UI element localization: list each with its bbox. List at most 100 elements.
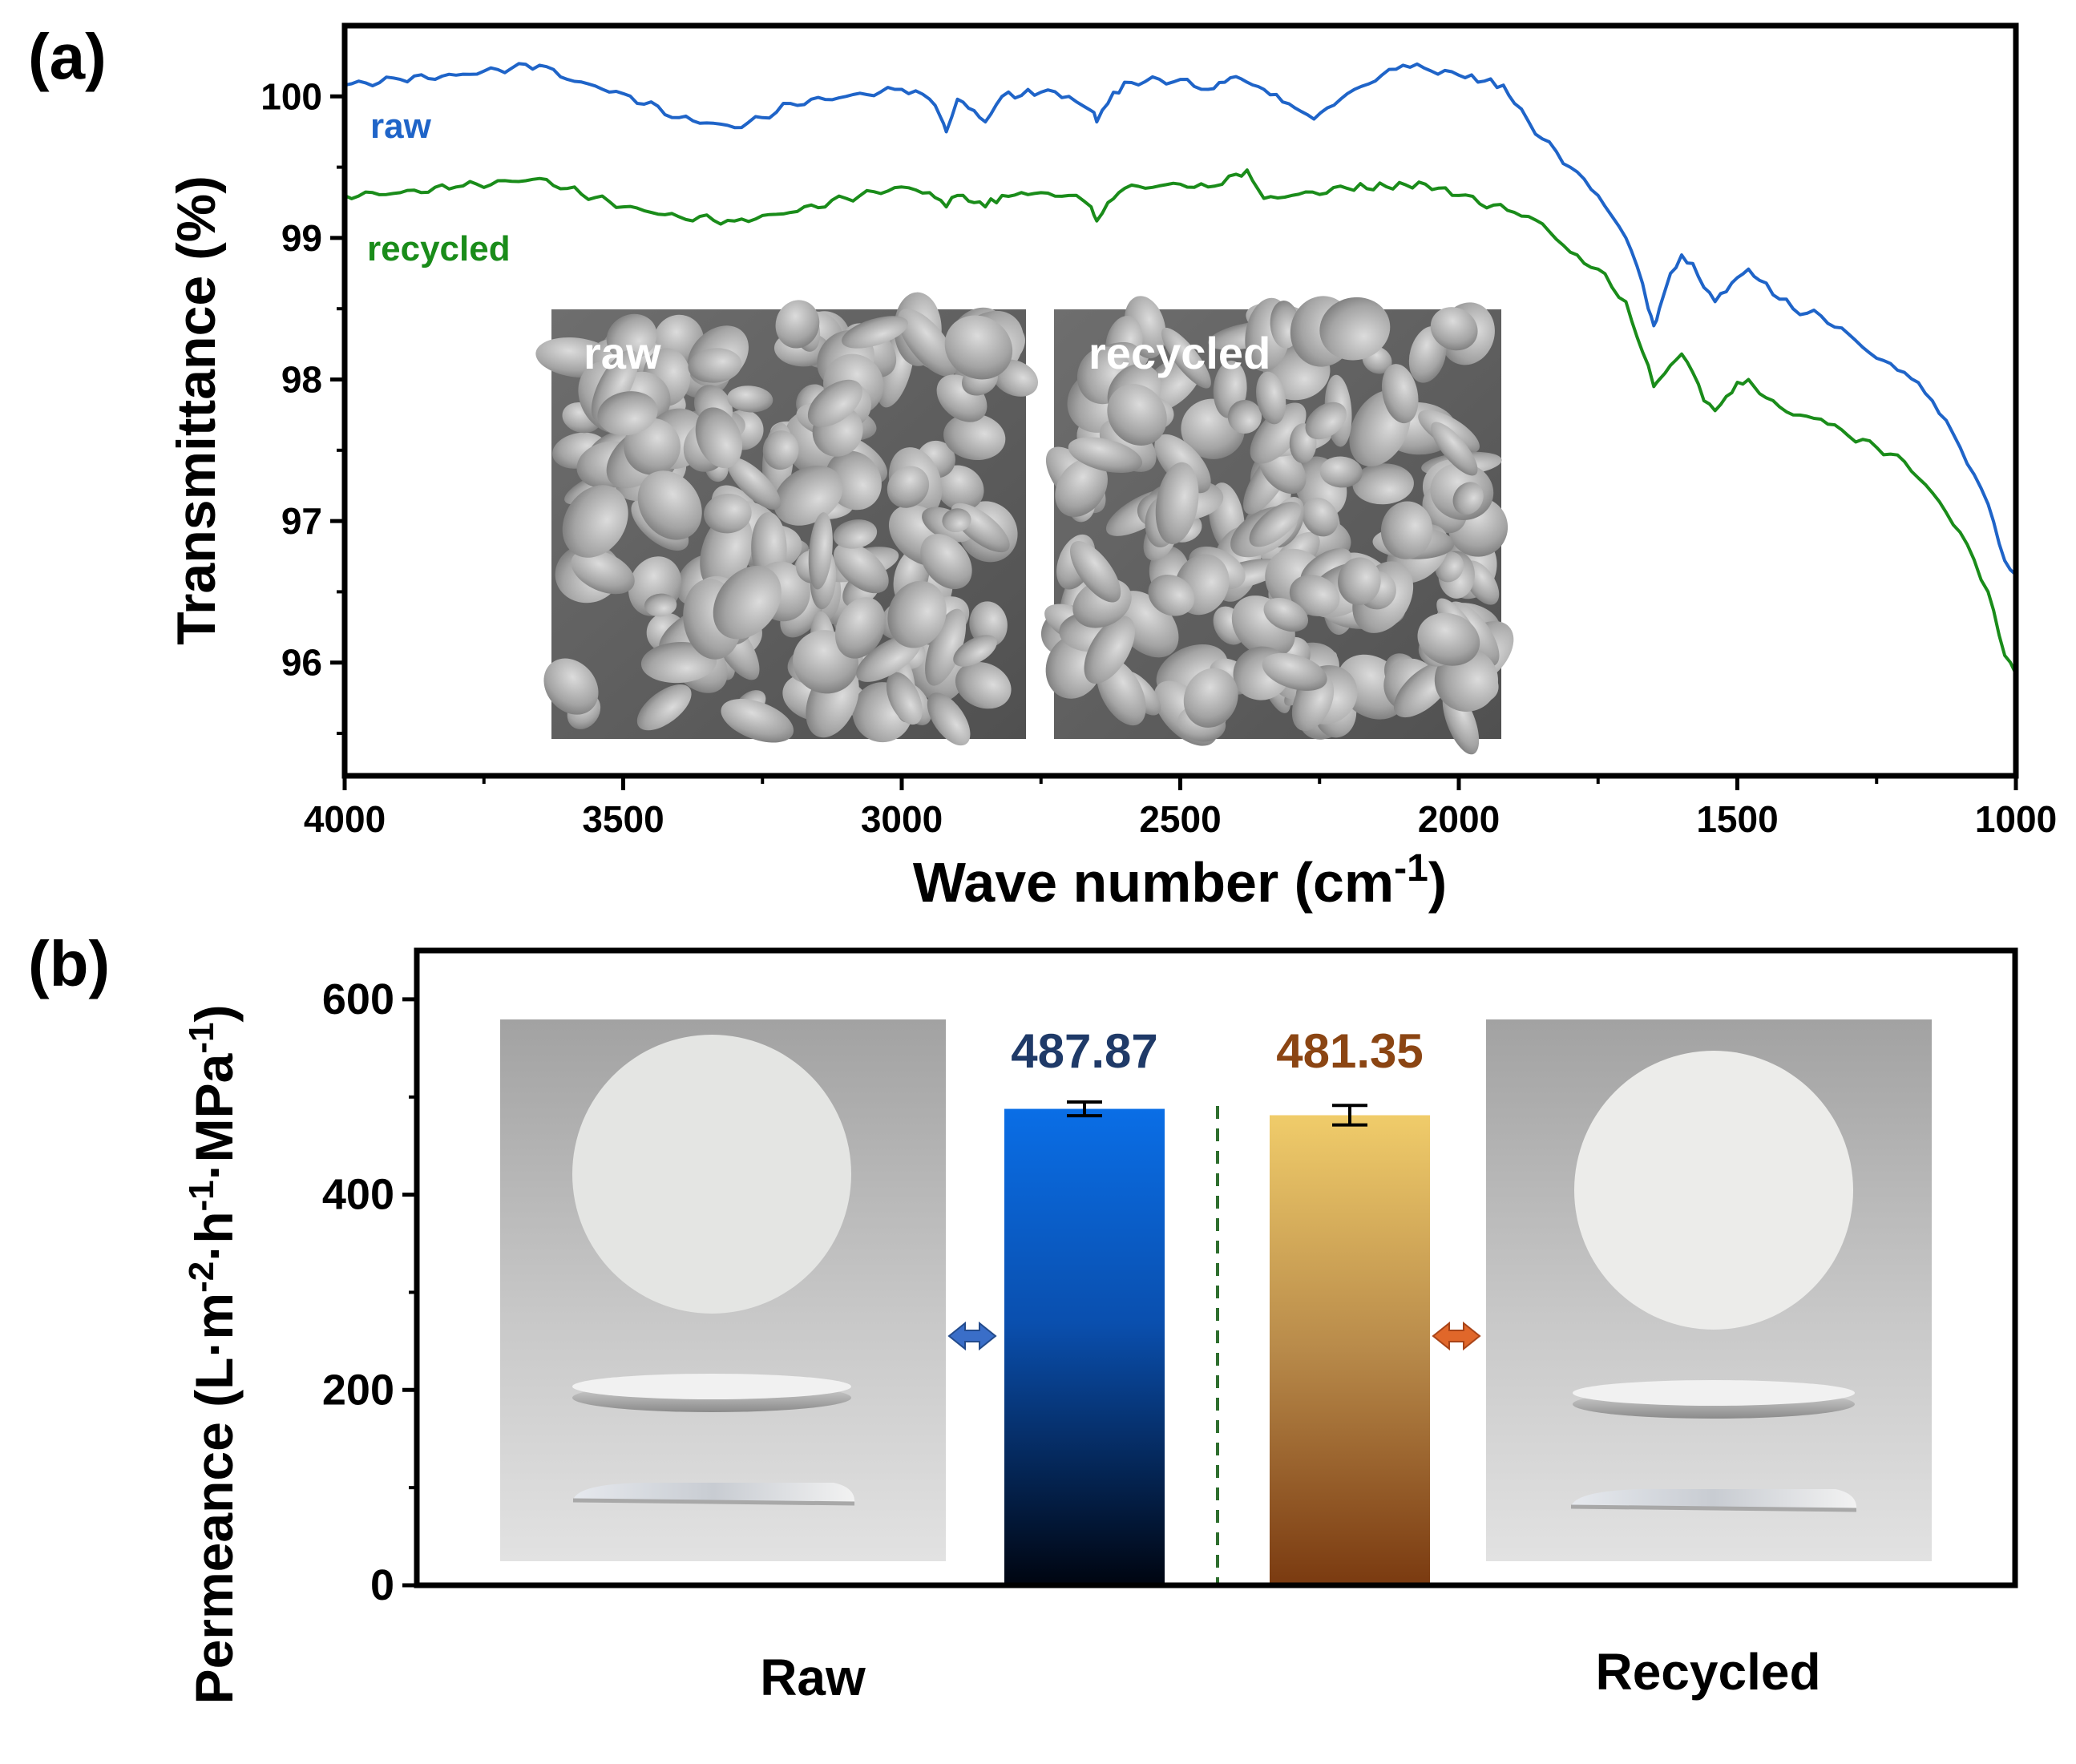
- y-tick-label-a: 99: [281, 217, 322, 259]
- sem-grain: [1183, 668, 1238, 728]
- sem-grain: [1431, 422, 1478, 476]
- x-tick-label-a: 2500: [1139, 798, 1221, 840]
- y-tick-label-b: 0: [370, 1561, 394, 1609]
- sem-grain: [1256, 371, 1286, 425]
- sem-grain: [1305, 402, 1347, 440]
- sem-grain: [1319, 456, 1363, 488]
- sem-grain: [637, 470, 702, 540]
- series-label-recycled: recycled: [367, 229, 511, 268]
- sem-grain: [721, 699, 794, 743]
- sem-grain: [644, 593, 677, 617]
- sem-grain: [597, 391, 658, 436]
- sem-grain: [886, 672, 923, 725]
- sem-grain: [1352, 463, 1414, 505]
- sem-grain: [571, 549, 635, 595]
- value-label-recycled: 481.35: [1276, 1024, 1424, 1078]
- sem-grain: [727, 385, 773, 413]
- sem-grain: [935, 465, 984, 511]
- recycled-double-arrow-icon: [1432, 1321, 1481, 1351]
- sem-grain: [762, 430, 799, 470]
- sem-grain: [543, 658, 599, 715]
- sem-grain: [807, 379, 862, 427]
- x-tick-label-a: 3000: [861, 798, 943, 840]
- raw-sem-label: raw: [584, 328, 661, 378]
- sem-grain: [775, 300, 820, 349]
- sem-grain: [1227, 399, 1262, 434]
- y-axis-title-a: Transmittance (%): [166, 176, 227, 645]
- sem-grain: [704, 493, 752, 534]
- series-line-raw: [344, 62, 2017, 576]
- sem-grain: [955, 661, 1012, 709]
- sem-grain: [1289, 575, 1340, 616]
- sem-grain: [927, 692, 971, 746]
- recycled-membrane-photo: [1486, 1019, 1932, 1561]
- sem-grain: [713, 565, 782, 640]
- ticks-a: 4000 3500 3000 2500 2000 1500 1000 96 97 98 99 100: [261, 75, 2057, 840]
- sem-grain: [1263, 597, 1309, 632]
- sem-grain: [695, 407, 743, 469]
- recycled-sem-label: recycled: [1088, 328, 1270, 378]
- sem-grain: [1302, 497, 1339, 537]
- sem-grain: [1250, 402, 1307, 464]
- y-tick-label-b: 600: [322, 975, 394, 1023]
- sem-grain: [1155, 462, 1199, 544]
- y-axis-title-b: Permeance (L·m-2·h-1·MPa-1): [182, 1005, 244, 1705]
- x-tick-label-a: 1500: [1696, 798, 1778, 840]
- sem-grain: [944, 315, 1013, 380]
- sem-grain: [943, 413, 1006, 461]
- sem-grain: [925, 608, 967, 686]
- raw-double-arrow-icon: [947, 1321, 997, 1351]
- x-axis-title-a: Wave number (cm-1): [913, 847, 1447, 914]
- x-tick-label-a: 3500: [582, 798, 664, 840]
- x-tick-label-a: 1000: [1975, 798, 2057, 840]
- sem-grain: [688, 348, 742, 383]
- panel-label-b: (b): [28, 928, 110, 999]
- sem-grain: [1084, 616, 1135, 684]
- sem-grain: [1068, 437, 1143, 474]
- sem-grain: [887, 580, 947, 648]
- plot-area-b: 487.87 481.35: [1004, 1024, 1430, 1585]
- sem-grain: [1055, 458, 1108, 517]
- series-label-raw: raw: [370, 107, 432, 146]
- sem-grain: [1070, 541, 1121, 603]
- sem-grain: [1319, 297, 1391, 361]
- raw-membrane-photo: [500, 1019, 946, 1561]
- sem-grain: [1249, 502, 1302, 547]
- raw-sem-image: raw: [535, 292, 1039, 746]
- recycled-sem-image: recycled: [1040, 296, 1514, 755]
- sem-grain: [1452, 482, 1484, 515]
- sem-grain: [1338, 557, 1381, 606]
- sem-grain: [1148, 575, 1195, 616]
- sem-grain: [636, 684, 692, 731]
- y-tick-label-a: 96: [281, 642, 322, 684]
- x-tick-label-a: 2000: [1418, 798, 1500, 840]
- x-tick-label-a: 4000: [304, 798, 386, 840]
- sem-grain: [953, 635, 997, 667]
- sem-grain: [833, 519, 878, 549]
- sem-grain: [727, 457, 782, 510]
- sem-grain: [1262, 652, 1327, 691]
- sem-grain: [887, 466, 930, 508]
- value-label-raw: 487.87: [1011, 1024, 1158, 1078]
- sem-grain: [1430, 307, 1478, 351]
- y-tick-label-b: 400: [322, 1171, 394, 1219]
- y-tick-label-a: 98: [281, 359, 322, 401]
- sem-grain: [1161, 327, 1211, 389]
- y-tick-label-a: 100: [261, 75, 322, 117]
- ticks-b: 0 200 400 600: [322, 975, 417, 1609]
- sem-grain: [640, 641, 717, 684]
- y-tick-label-b: 200: [322, 1366, 394, 1414]
- sem-grain: [1380, 501, 1433, 559]
- sem-grain: [898, 309, 957, 377]
- axes-frame-b: [414, 947, 2018, 1588]
- y-tick-label-a: 97: [281, 500, 322, 542]
- sem-grain: [808, 512, 833, 590]
- sem-grain: [773, 465, 843, 526]
- panel-label-a: (a): [28, 21, 107, 92]
- bar-recycled: [1270, 1115, 1430, 1585]
- sem-grain: [1417, 612, 1480, 666]
- sem-grain: [1107, 384, 1167, 446]
- category-label-raw: Raw: [760, 1649, 866, 1706]
- sem-grain: [969, 601, 1008, 648]
